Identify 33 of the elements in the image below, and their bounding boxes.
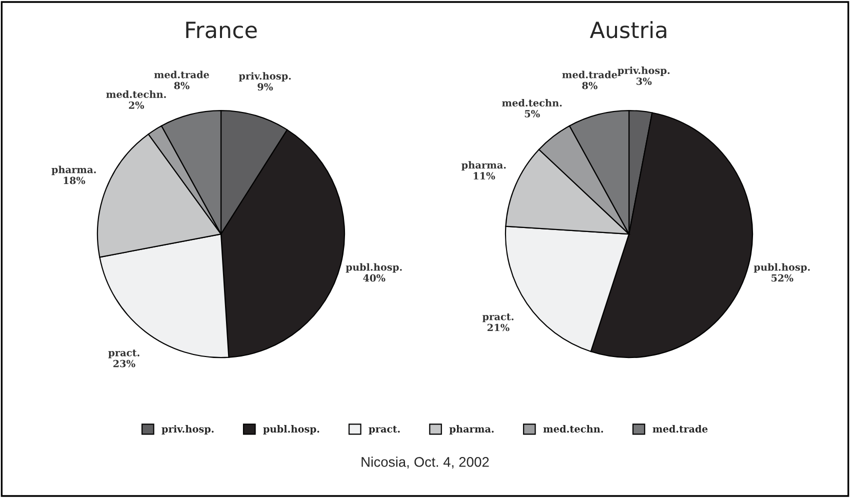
legend-label: priv.hosp. bbox=[162, 425, 214, 434]
legend-label: pract. bbox=[368, 426, 400, 434]
data-label: 40% bbox=[363, 274, 386, 282]
slice-label: pharma. bbox=[52, 166, 96, 176]
slice-label: med.trade bbox=[154, 70, 210, 78]
data-label: 52% bbox=[772, 274, 794, 282]
text: Nicosia, Oct. 4, 2002 bbox=[362, 456, 489, 469]
slice-label: publ.hosp. bbox=[346, 263, 402, 273]
data-label: 11% bbox=[474, 172, 496, 180]
data-label: 9% bbox=[258, 83, 273, 91]
data-label: 5% bbox=[524, 110, 540, 118]
slice-label: med.trade bbox=[562, 70, 618, 78]
legend-label: med.techn. bbox=[543, 425, 604, 433]
legend-label: pharma. bbox=[449, 425, 494, 434]
legend-label: med.trade bbox=[652, 425, 708, 433]
slice-label: priv.hosp. bbox=[238, 72, 291, 82]
data-label: 23% bbox=[113, 360, 136, 368]
slice-label: pract. bbox=[482, 314, 514, 322]
data-label: 2% bbox=[128, 101, 144, 109]
slice-label: priv.hosp. bbox=[618, 66, 670, 76]
slice-label: pharma. bbox=[462, 161, 506, 171]
data-label: 8% bbox=[174, 82, 190, 90]
data-label: 18% bbox=[64, 176, 86, 184]
slice-label: med.techn. bbox=[106, 90, 166, 98]
data-label: 21% bbox=[488, 324, 510, 332]
slice-label: publ.hosp. bbox=[754, 263, 810, 273]
chart-title: Austria bbox=[590, 21, 666, 38]
legend-label: publ.hosp. bbox=[263, 425, 320, 434]
data-label: 3% bbox=[636, 78, 652, 85]
data-label: 8% bbox=[582, 82, 598, 90]
slice-label: pract. bbox=[108, 350, 140, 358]
slice-label: med.techn. bbox=[502, 99, 562, 107]
chart-title: France bbox=[186, 22, 257, 38]
